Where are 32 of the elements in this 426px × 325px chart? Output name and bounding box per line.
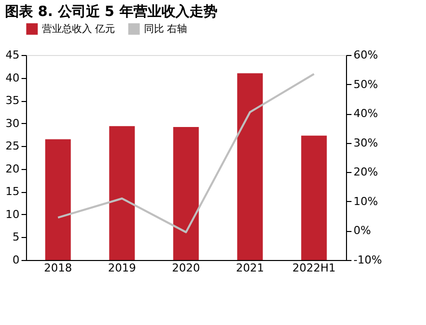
y-tick-label: 45 bbox=[6, 48, 20, 62]
bar bbox=[301, 136, 327, 260]
y2-tick-label: -10% bbox=[354, 254, 382, 266]
y2-tick-label: 30% bbox=[354, 136, 378, 150]
x-tick-label: 2020 bbox=[172, 262, 200, 274]
x-tick-label: 2018 bbox=[44, 262, 72, 274]
x-tick-label: 2019 bbox=[108, 262, 136, 274]
bar bbox=[45, 139, 71, 260]
y-tick-label: 0 bbox=[12, 254, 20, 266]
bar bbox=[109, 126, 135, 260]
y-tick-label: 40 bbox=[6, 71, 20, 84]
y-tick-label: 10 bbox=[6, 208, 20, 221]
bar bbox=[237, 73, 263, 260]
x-tick-label: 2021 bbox=[236, 262, 264, 274]
y2-tick-label: 10% bbox=[354, 194, 378, 208]
line-series bbox=[57, 73, 315, 234]
y-tick-label: 15 bbox=[6, 185, 20, 198]
y2-tick-label: 0% bbox=[354, 224, 371, 238]
bar bbox=[173, 126, 199, 260]
y2-tick-label: 40% bbox=[354, 107, 378, 120]
y-tick-label: 30 bbox=[6, 116, 20, 130]
y-tick-label: 20 bbox=[6, 162, 20, 176]
y2-tick-label: 20% bbox=[354, 166, 378, 179]
chart-title: 图表 8. 公司近 5 年营业收入走势 bbox=[5, 3, 218, 20]
y2-tick-label: 60% bbox=[354, 48, 378, 62]
legend-label: 同比 右轴 bbox=[144, 23, 188, 35]
y-tick-label: 25 bbox=[6, 140, 20, 153]
legend-label: 营业总收入 亿元 bbox=[42, 23, 116, 35]
y-tick-label: 35 bbox=[6, 94, 20, 108]
y2-tick-label: 50% bbox=[354, 78, 378, 91]
y-tick-label: 5 bbox=[12, 230, 20, 244]
x-tick-label: 2022H1 bbox=[292, 262, 336, 274]
